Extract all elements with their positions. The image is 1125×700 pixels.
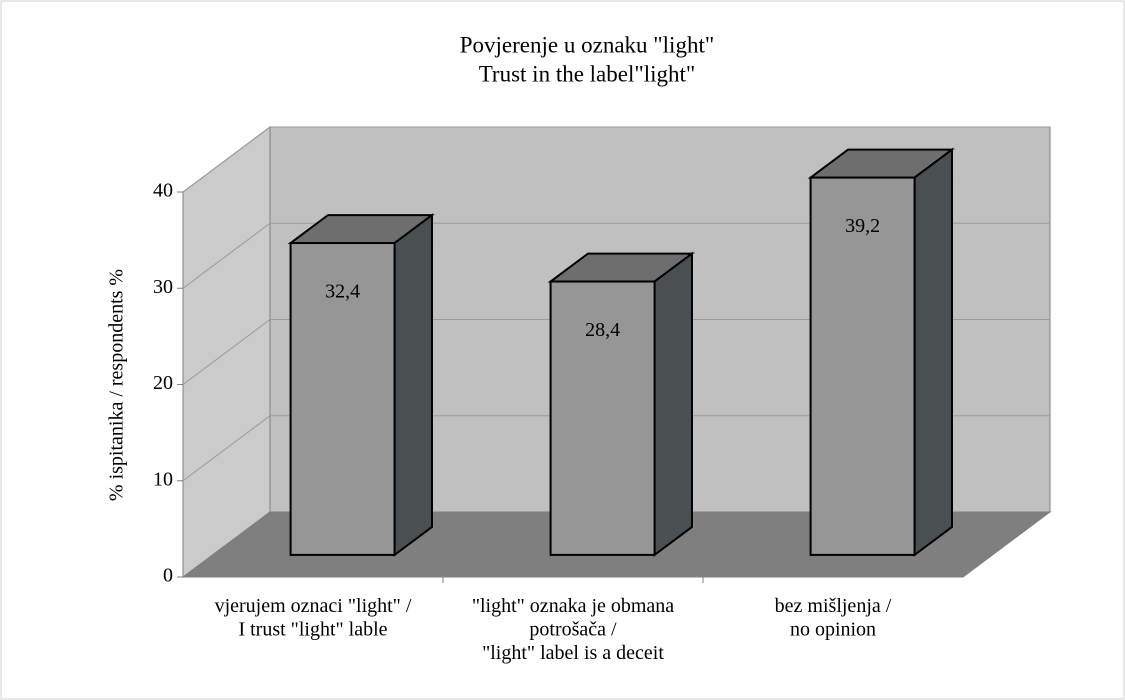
y-tick-label: 20 <box>153 372 173 394</box>
value-label: 28,4 <box>585 319 620 341</box>
x-tick-label: "light" oznaka je obmana potrošača / "ligh… <box>472 595 674 664</box>
bar-side <box>393 213 433 557</box>
bar <box>549 280 656 556</box>
chart-title: Povjerenje u oznaku "light" <box>460 32 714 57</box>
grid-line <box>182 126 1050 193</box>
value-label: 32,4 <box>325 281 360 303</box>
chart-subtitle: Trust in the label"light" <box>479 61 696 86</box>
bar <box>809 176 916 556</box>
bar-side <box>913 147 953 557</box>
y-tick-label: 30 <box>153 276 173 298</box>
y-tick-label: 40 <box>153 180 173 202</box>
value-label: 39,2 <box>845 215 880 237</box>
y-tick-label: 10 <box>153 468 173 490</box>
y-tick-label: 0 <box>163 565 173 587</box>
x-tick-label: vjerujem oznaci "light" / I trust "light"… <box>215 595 412 641</box>
grid-line <box>182 415 1050 482</box>
grid-line <box>182 319 1050 385</box>
bar <box>289 242 396 556</box>
y-axis-label: % ispitanika / respondents % <box>106 269 128 501</box>
grid-line <box>182 222 1050 289</box>
x-tick-label: bez mišljenja / no opinion <box>775 595 892 641</box>
bar-side <box>653 251 693 557</box>
